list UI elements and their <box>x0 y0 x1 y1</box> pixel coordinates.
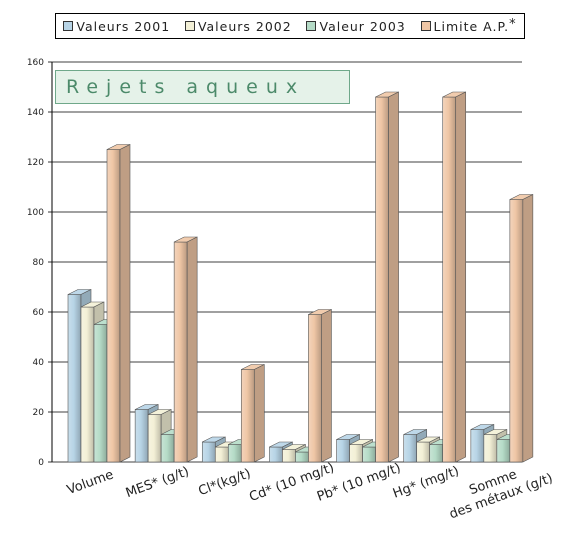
bar-3-4 <box>375 91 399 463</box>
legend-swatch-2001 <box>63 21 74 31</box>
ytick-label-0: 0 <box>38 458 44 468</box>
ytick-label-20: 20 <box>33 408 45 418</box>
bar-3-3 <box>308 309 332 463</box>
xtick-label-1: MES* (g/t) <box>124 464 191 501</box>
xtick-label-2: Cl*(kg/t) <box>196 466 252 499</box>
legend-label-limit: Limite A.P. <box>433 18 510 34</box>
legend-item-2003: Valeur 2003 <box>306 19 405 34</box>
ytick-label-60: 60 <box>33 308 45 318</box>
legend-label-2002: Valeurs 2002 <box>197 18 292 34</box>
ytick-label-100: 100 <box>27 208 44 218</box>
ytick-label-120: 120 <box>27 158 44 168</box>
legend-swatch-2003 <box>306 21 317 31</box>
legend: Valeurs 2001 Valeurs 2002 Valeur 2003 Li… <box>55 13 525 39</box>
bar-3-6 <box>509 194 534 463</box>
bar-3-2 <box>240 364 265 463</box>
bar-3-0 <box>106 144 131 463</box>
legend-asterisk: * <box>509 16 517 32</box>
legend-item-2002: Valeurs 2002 <box>184 18 292 34</box>
bar-3-1 <box>173 236 198 463</box>
ytick-label-140: 140 <box>27 108 44 118</box>
ytick-label-40: 40 <box>33 358 45 368</box>
bar-3-5 <box>442 91 467 463</box>
legend-swatch-2002 <box>184 21 195 31</box>
legend-item-limit: Limite A.P. * <box>420 16 517 34</box>
xtick-label-0: Volume <box>65 467 116 498</box>
ytick-label-160: 160 <box>27 58 44 68</box>
ytick-label-80: 80 <box>33 258 45 268</box>
legend-item-2001: Valeurs 2001 <box>63 19 170 34</box>
legend-label-2001: Valeurs 2001 <box>76 18 171 34</box>
xtick-label-5: Hg* (mg/t) <box>391 464 461 502</box>
legend-swatch-limit <box>420 21 431 31</box>
chart-title: Rejets aqueux <box>55 70 350 104</box>
legend-label-2003: Valeur 2003 <box>319 18 406 34</box>
